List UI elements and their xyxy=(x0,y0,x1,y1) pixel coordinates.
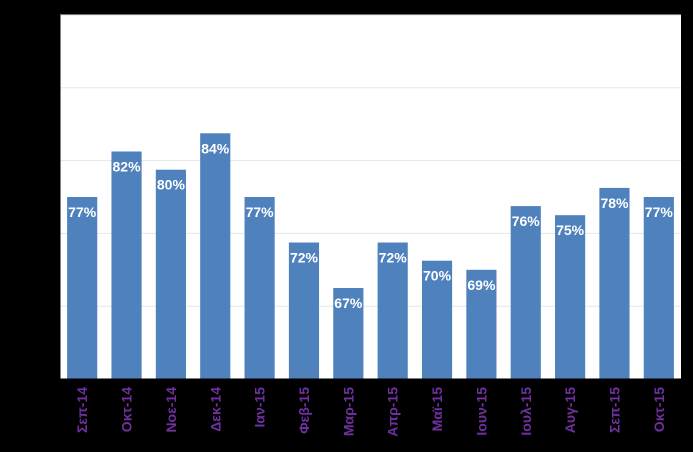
bar xyxy=(599,187,630,379)
plot-area xyxy=(60,15,681,379)
bar xyxy=(643,197,674,379)
bar xyxy=(466,269,497,379)
bar xyxy=(155,169,186,379)
data-label: 82% xyxy=(113,159,142,175)
category-label: Νοε-14 xyxy=(163,387,179,433)
bar-series xyxy=(67,133,674,379)
category-label: Αυγ-15 xyxy=(562,387,578,433)
bar xyxy=(111,151,142,379)
data-label: 80% xyxy=(157,177,186,193)
category-label: Ιαν-15 xyxy=(252,387,268,428)
data-label: 67% xyxy=(334,295,363,311)
data-label: 77% xyxy=(68,204,97,220)
bar xyxy=(377,242,408,379)
category-label: Οκτ-14 xyxy=(119,387,135,432)
bar xyxy=(244,197,275,379)
data-label: 72% xyxy=(379,250,408,266)
bar xyxy=(555,215,586,379)
category-label: Μαϊ-15 xyxy=(429,387,445,432)
category-label: Απρ-15 xyxy=(385,387,401,437)
bar xyxy=(421,260,453,379)
data-label: 72% xyxy=(290,250,319,266)
data-labels: 77% 82% 80% 84% 77% 72% 67% 72% 70% 69% 76% 75% 78% 7… xyxy=(68,140,673,311)
data-label: 77% xyxy=(645,204,674,220)
category-label: Σεπ-14 xyxy=(74,387,90,433)
x-axis-ticks xyxy=(59,379,682,384)
bar xyxy=(288,242,320,379)
bar xyxy=(510,206,541,379)
bar xyxy=(67,197,98,379)
bar xyxy=(200,133,231,379)
data-label: 77% xyxy=(246,204,275,220)
data-label: 75% xyxy=(556,222,585,238)
bar xyxy=(333,288,364,379)
y-axis-ticks xyxy=(55,14,60,380)
category-labels: Σεπ-14 Οκτ-14 Νοε-14 Δεκ-14 Ιαν-15 Φεβ-15 Μαρ-… xyxy=(74,387,667,437)
data-label: 70% xyxy=(423,268,452,284)
category-label: Οκτ-15 xyxy=(651,387,667,432)
data-label: 78% xyxy=(600,195,629,211)
category-label: Ιουλ-15 xyxy=(518,387,534,436)
data-label: 69% xyxy=(467,277,496,293)
data-label: 76% xyxy=(512,213,541,229)
category-label: Δεκ-14 xyxy=(207,387,223,432)
category-label: Φεβ-15 xyxy=(296,387,312,434)
category-label: Σεπ-15 xyxy=(606,387,622,433)
category-label: Ιουν-15 xyxy=(473,387,489,436)
data-label: 84% xyxy=(201,140,230,156)
category-label: Μαρ-15 xyxy=(340,387,356,436)
